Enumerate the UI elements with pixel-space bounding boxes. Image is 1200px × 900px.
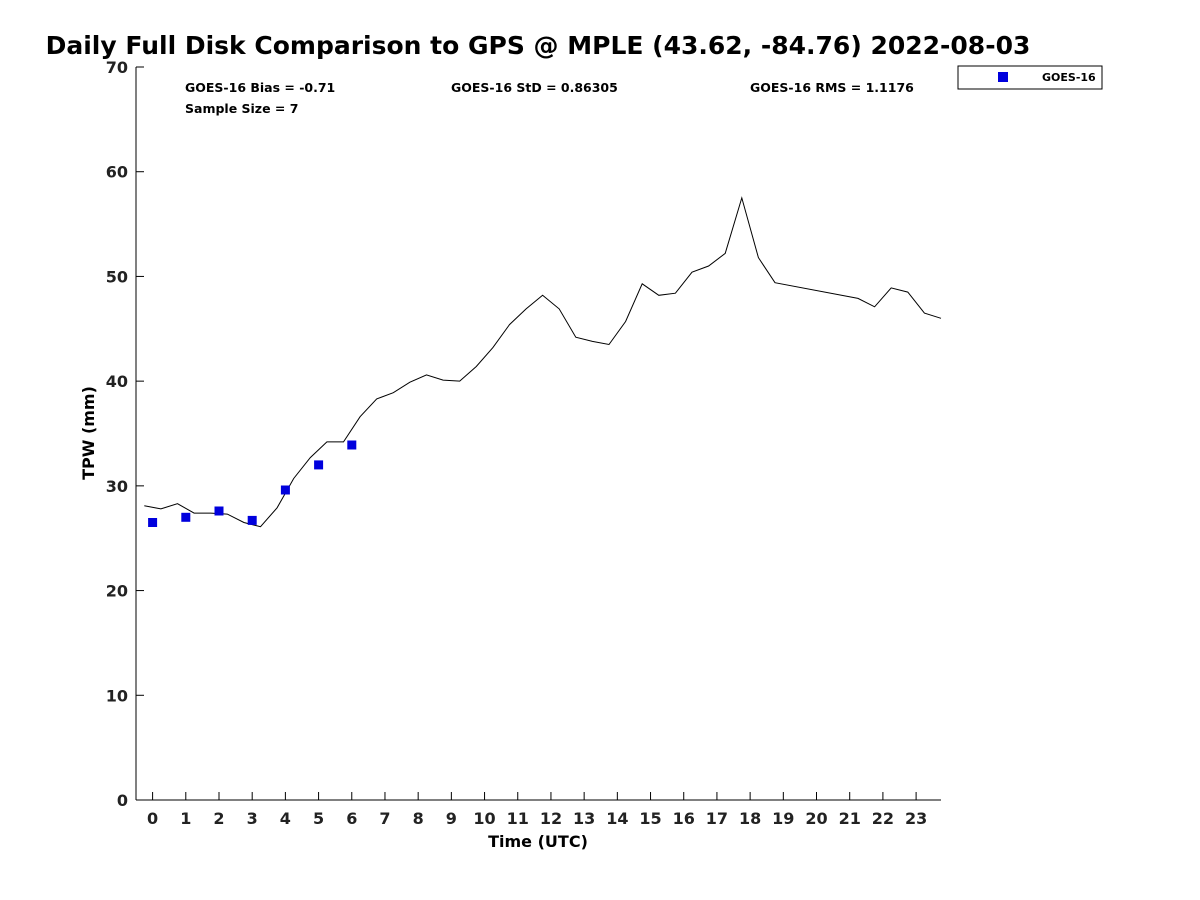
y-tick-label: 50: [106, 267, 128, 286]
goes16-marker: [280, 485, 290, 495]
goes16-marker: [347, 440, 357, 450]
goes16-marker: [214, 506, 224, 516]
x-tick-label: 21: [839, 809, 861, 828]
x-tick-label: 18: [739, 809, 761, 828]
rms-stat: GOES-16 RMS = 1.1176: [750, 80, 914, 95]
x-tick-label: 10: [473, 809, 495, 828]
y-tick-label: 70: [106, 58, 128, 77]
y-tick-label: 0: [117, 791, 128, 810]
goes16-marker: [314, 460, 324, 470]
x-tick-label: 6: [346, 809, 357, 828]
legend-label-goes16: GOES-16: [1042, 71, 1096, 84]
y-axis-label: TPW (mm): [79, 386, 98, 480]
legend-box: [957, 65, 1103, 90]
sample-size-stat: Sample Size = 7: [185, 101, 298, 116]
x-tick-label: 16: [673, 809, 695, 828]
x-tick-label: 11: [507, 809, 529, 828]
goes16-series-layer: [148, 440, 357, 527]
x-tick-label: 9: [446, 809, 457, 828]
x-tick-label: 20: [805, 809, 827, 828]
bias-stat: GOES-16 Bias = -0.71: [185, 80, 335, 95]
x-tick-label: 14: [606, 809, 628, 828]
x-tick-label: 8: [413, 809, 424, 828]
std-stat: GOES-16 StD = 0.86305: [451, 80, 618, 95]
x-tick-label: 23: [905, 809, 927, 828]
x-tick-label: 15: [639, 809, 661, 828]
x-tick-label: 12: [540, 809, 562, 828]
x-tick-label: 4: [280, 809, 291, 828]
x-tick-label: 22: [872, 809, 894, 828]
x-tick-label: 2: [213, 809, 224, 828]
y-tick-label: 20: [106, 582, 128, 601]
x-tick-label: 0: [147, 809, 158, 828]
goes16-marker: [181, 512, 191, 522]
goes16-marker: [247, 515, 257, 525]
y-tick-label: 30: [106, 477, 128, 496]
chart-title: Daily Full Disk Comparison to GPS @ MPLE…: [46, 31, 1031, 60]
legend: GOES-16: [957, 65, 1103, 90]
x-tick-label: 5: [313, 809, 324, 828]
legend-marker-goes16: [998, 72, 1008, 82]
x-tick-label: 17: [706, 809, 728, 828]
x-tick-label: 13: [573, 809, 595, 828]
gps-tpw-line: [144, 196, 942, 528]
x-tick-label: 1: [180, 809, 191, 828]
y-tick-label: 60: [106, 163, 128, 182]
goes16-marker: [148, 518, 158, 527]
x-axis-label: Time (UTC): [488, 832, 588, 851]
x-tick-label: 7: [379, 809, 390, 828]
y-tick-label: 10: [106, 686, 128, 705]
y-tick-label: 40: [106, 372, 128, 391]
x-tick-label: 3: [247, 809, 258, 828]
x-tick-label: 19: [772, 809, 794, 828]
gps-series-layer: [144, 196, 942, 528]
